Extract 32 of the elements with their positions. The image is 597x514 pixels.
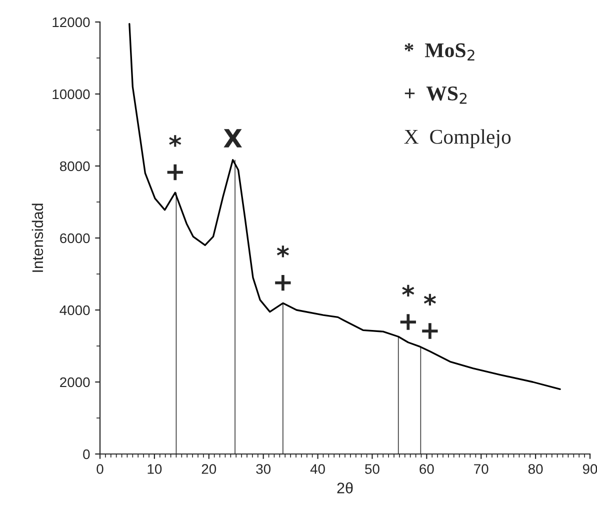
x-tick-label: 80 xyxy=(528,464,543,474)
annotation: + xyxy=(422,323,438,339)
annotation: + xyxy=(275,274,291,291)
annotation: * MoS$_{2}$ xyxy=(404,43,474,61)
x-tick-label: 60 xyxy=(420,464,434,474)
y-tick-label: 6000 xyxy=(60,233,90,244)
x-tick-label: 20 xyxy=(202,464,216,474)
line-series xyxy=(128,22,561,390)
y-axis-title: Intensidad xyxy=(32,204,44,272)
annotation: + xyxy=(167,164,183,180)
y-tick-label: 0 xyxy=(83,449,90,460)
x-tick-label: 10 xyxy=(148,464,162,474)
x-tick-label: 50 xyxy=(365,464,380,474)
annotation: * xyxy=(424,294,436,306)
y-tick-label: 8000 xyxy=(60,161,90,172)
annotation: + xyxy=(400,314,416,330)
x-tick-label: 90 xyxy=(582,464,597,474)
x-axis-title: 2θ xyxy=(337,482,353,494)
annotation: * xyxy=(402,284,414,297)
y-tick-label: 4000 xyxy=(60,305,90,316)
annotation: * xyxy=(276,246,289,258)
y-tick-label: 10000 xyxy=(52,89,90,100)
x-tick-label: 40 xyxy=(310,464,325,474)
annotation: + WS$_{2}$ xyxy=(404,86,467,104)
x-tick-label: 0 xyxy=(96,464,104,474)
x-tick-label: 70 xyxy=(474,464,488,474)
annotation: X xyxy=(224,129,242,148)
y-tick-label: 12000 xyxy=(52,17,90,28)
annotation: * xyxy=(169,135,182,147)
y-tick-label: 2000 xyxy=(60,377,90,388)
x-tick-label: 30 xyxy=(256,464,271,474)
annotation: X Complejo xyxy=(404,129,511,148)
